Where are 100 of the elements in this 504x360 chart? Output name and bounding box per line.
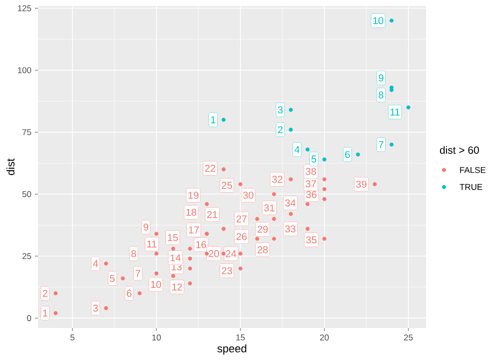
annotation: 9 <box>378 74 384 82</box>
point <box>322 157 326 162</box>
point <box>272 216 276 221</box>
annotation: 32 <box>272 176 282 183</box>
point <box>154 252 158 256</box>
annotation: 15 <box>168 234 178 242</box>
point <box>238 252 242 256</box>
point <box>322 177 326 182</box>
annotation: 8 <box>131 250 136 258</box>
annotation: 7 <box>136 270 140 277</box>
point <box>171 246 176 251</box>
annotation: 11 <box>390 108 400 116</box>
annotation: 14 <box>170 254 181 262</box>
annotation: 6 <box>345 150 350 158</box>
annotation: 22 <box>205 164 216 172</box>
legend-label: FALSE <box>460 167 486 173</box>
point <box>171 274 176 278</box>
point <box>288 108 293 112</box>
x-axis-title: speed <box>217 344 246 355</box>
y-tick-label: 25 <box>22 253 32 260</box>
annotation: 39 <box>356 180 366 188</box>
annotation: 18 <box>186 208 196 216</box>
annotation: 21 <box>207 211 218 218</box>
x-tick-label: 20 <box>320 334 329 341</box>
annotation: 16 <box>196 241 206 248</box>
annotation: 20 <box>208 250 219 258</box>
y-tick-label: 125 <box>18 5 32 12</box>
point <box>255 236 260 241</box>
annotation: 4 <box>92 260 98 267</box>
y-axis-title: dist <box>6 158 15 176</box>
annotation: 2 <box>278 126 283 134</box>
point <box>54 311 58 316</box>
point <box>406 105 410 110</box>
legend-title: dist > 60 <box>440 146 479 154</box>
point <box>390 18 394 23</box>
point <box>188 246 192 251</box>
annotation: 5 <box>110 274 115 282</box>
point <box>188 266 192 270</box>
point <box>356 152 360 156</box>
point <box>272 192 276 196</box>
y-tick-label: 50 <box>22 191 32 198</box>
annotation: 30 <box>243 192 254 199</box>
annotation: 37 <box>306 180 316 188</box>
annotation: 1 <box>43 310 48 317</box>
point <box>222 226 226 231</box>
point <box>288 128 293 132</box>
annotation: 25 <box>222 182 232 189</box>
annotation: 34 <box>285 199 296 206</box>
annotation: 10 <box>151 280 162 288</box>
annotation: 8 <box>378 91 384 99</box>
point <box>204 202 209 206</box>
annotation: 38 <box>306 168 316 175</box>
y-tick-label: 75 <box>22 129 32 136</box>
x-tick-label: 5 <box>70 334 74 340</box>
annotation: 11 <box>147 240 156 248</box>
annotation: 1 <box>211 116 216 124</box>
annotation: 2 <box>42 290 48 297</box>
annotation: 29 <box>258 226 268 233</box>
annotation: 27 <box>236 215 247 222</box>
point <box>306 226 310 231</box>
annotation: 26 <box>236 233 247 240</box>
point <box>322 197 326 202</box>
point <box>54 291 58 296</box>
point <box>255 216 260 221</box>
annotation: 24 <box>226 250 236 258</box>
legend-label: TRUE <box>460 184 482 190</box>
point <box>322 187 326 192</box>
annotation: 28 <box>258 246 268 254</box>
y-tick-label: 0 <box>27 315 32 322</box>
point <box>390 142 394 147</box>
point <box>222 167 226 172</box>
annotation: 9 <box>144 224 148 231</box>
point <box>288 177 293 182</box>
point <box>322 236 326 241</box>
x-tick-label: 10 <box>152 334 161 341</box>
annotation: 36 <box>306 191 316 198</box>
annotation: 12 <box>172 283 182 290</box>
annotation: 3 <box>278 106 283 114</box>
annotation: 10 <box>373 17 384 24</box>
x-tick-label: 25 <box>404 334 413 341</box>
point <box>154 232 158 236</box>
point <box>306 202 310 206</box>
annotation: 7 <box>378 141 384 148</box>
point <box>372 182 377 186</box>
point <box>104 262 108 266</box>
point <box>222 118 226 122</box>
x-tick-label: 15 <box>236 334 245 340</box>
annotation: 17 <box>188 226 199 234</box>
point <box>188 281 192 286</box>
annotation: 23 <box>222 267 232 274</box>
point <box>306 148 310 152</box>
point <box>154 271 158 276</box>
point <box>120 276 125 280</box>
point <box>138 291 142 296</box>
point <box>104 306 108 310</box>
annotation: 6 <box>126 290 132 297</box>
annotation: 3 <box>93 304 98 312</box>
point <box>238 266 242 270</box>
point <box>188 256 192 261</box>
y-tick-label: 100 <box>18 67 32 74</box>
